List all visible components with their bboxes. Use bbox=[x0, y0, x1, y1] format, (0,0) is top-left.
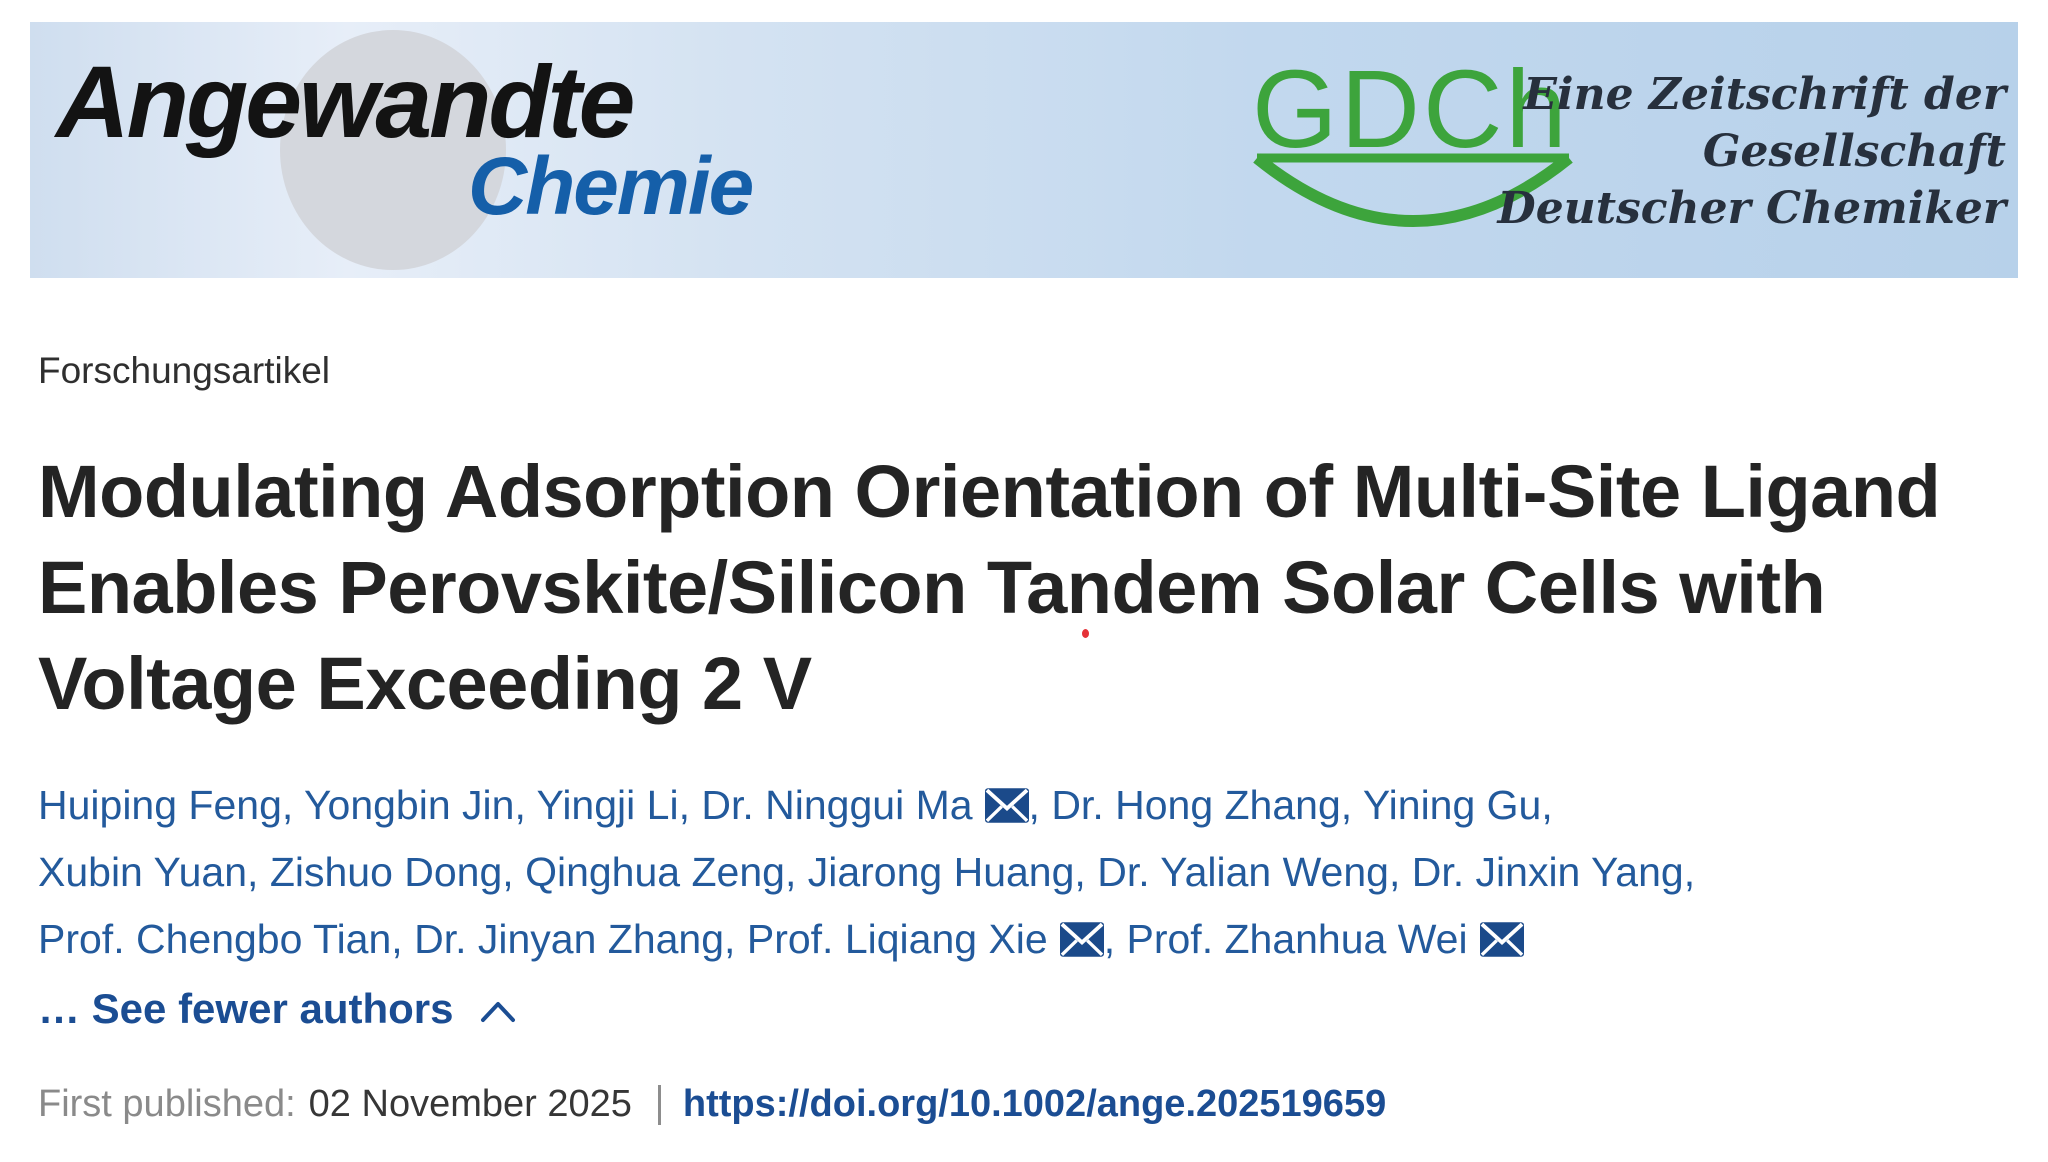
see-fewer-authors-toggle[interactable]: … See fewer authors bbox=[38, 981, 2013, 1037]
author-link[interactable]: Huiping Feng bbox=[38, 782, 282, 828]
author-link[interactable]: Dr. Yalian Weng bbox=[1097, 849, 1389, 895]
tagline-line: Gesellschaft bbox=[1702, 126, 2006, 177]
author-line: Xubin Yuan, Zishuo Dong, Qinghua Zeng, J… bbox=[38, 849, 1696, 895]
red-dot-artifact bbox=[1082, 629, 1089, 638]
chevron-up-icon bbox=[481, 1002, 516, 1022]
article-category: Forschungsartikel bbox=[38, 350, 331, 391]
author-link[interactable]: Qinghua Zeng bbox=[525, 849, 785, 895]
tagline-line: Eine Zeitschrift der bbox=[1523, 69, 2006, 120]
first-published-label: First published: bbox=[38, 1083, 296, 1125]
author-link[interactable]: Yingji Li bbox=[536, 782, 679, 828]
journal-logo-chemie: Chemie bbox=[468, 141, 754, 232]
email-icon[interactable] bbox=[1059, 922, 1104, 957]
banner-circle-decoration bbox=[280, 30, 506, 270]
journal-tagline: Eine Zeitschrift der Gesellschaft Deutsc… bbox=[1498, 66, 2006, 237]
email-icon[interactable] bbox=[984, 788, 1029, 823]
journal-banner: Angewandte Chemie GDCh Eine Zeitschrift … bbox=[30, 22, 2018, 278]
author-link[interactable]: Yining Gu bbox=[1362, 782, 1542, 828]
author-link[interactable]: Prof. Chengbo Tian bbox=[38, 916, 392, 962]
author-link[interactable]: Dr. Hong Zhang bbox=[1051, 782, 1341, 828]
author-link[interactable]: Jiarong Huang bbox=[807, 849, 1075, 895]
doi-link[interactable]: https://doi.org/10.1002/ange.202519659 bbox=[682, 1083, 1387, 1125]
author-link[interactable]: Dr. Jinxin Yang bbox=[1411, 849, 1684, 895]
email-icon[interactable] bbox=[1479, 922, 1524, 957]
author-link[interactable]: Prof. Liqiang Xie bbox=[746, 916, 1048, 962]
author-list: Huiping Feng, Yongbin Jin, Yingji Li, Dr… bbox=[38, 772, 2013, 973]
gdch-bowl-icon bbox=[1253, 153, 1573, 227]
author-link[interactable]: Xubin Yuan bbox=[38, 849, 248, 895]
first-published-date: 02 November 2025 bbox=[308, 1083, 632, 1125]
see-fewer-label: … See fewer authors bbox=[38, 985, 454, 1032]
author-link[interactable]: Dr. Jinyan Zhang bbox=[414, 916, 725, 962]
publication-info: First published: 02 November 2025 https:… bbox=[38, 1083, 2013, 1126]
article-header-content: Forschungsartikel Modulating Adsorption … bbox=[38, 278, 2013, 1126]
author-link[interactable]: Dr. Ninggui Ma bbox=[701, 782, 973, 828]
author-line: Huiping Feng, Yongbin Jin, Yingji Li, Dr… bbox=[38, 782, 1553, 828]
separator-bar bbox=[657, 1084, 661, 1125]
author-link[interactable]: Zishuo Dong bbox=[269, 849, 503, 895]
article-title: Modulating Adsorption Orientation of Mul… bbox=[38, 444, 2013, 732]
journal-logo-angewandte: Angewandte bbox=[56, 45, 635, 159]
author-link[interactable]: Prof. Zhanhua Wei bbox=[1126, 916, 1468, 962]
tagline-line: Deutscher Chemiker bbox=[1497, 183, 2006, 234]
title-line: Voltage Exceeding 2 V bbox=[38, 642, 812, 725]
author-line: Prof. Chengbo Tian, Dr. Jinyan Zhang, Pr… bbox=[38, 906, 2013, 973]
author-link[interactable]: Yongbin Jin bbox=[303, 782, 515, 828]
gdch-logo: GDCh bbox=[1252, 48, 1570, 171]
title-line: Modulating Adsorption Orientation of Mul… bbox=[38, 450, 1941, 533]
title-line: Enables Perovskite/Silicon Tandem Solar … bbox=[38, 546, 1826, 629]
